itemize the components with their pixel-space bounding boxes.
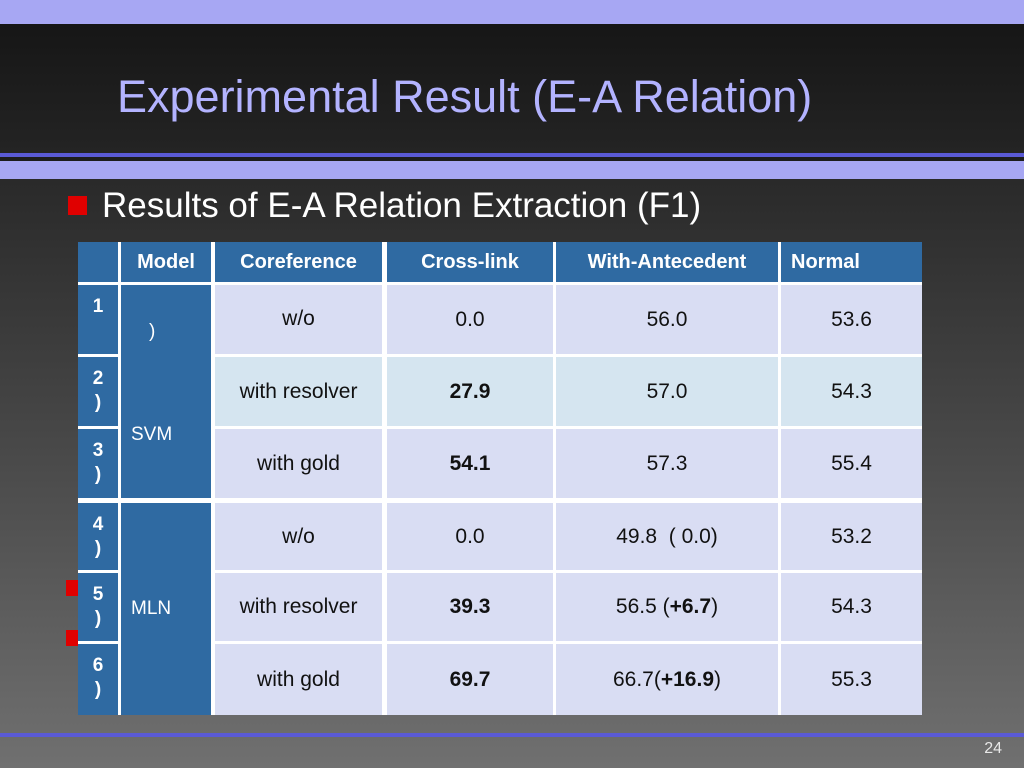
bullet-square-icon (66, 630, 80, 646)
cell-cross-link: 39.3 (387, 573, 553, 641)
cell-coreference: with resolver (215, 573, 382, 641)
cell-cross-link: 54.1 (387, 429, 553, 498)
with-antecedent-delta: +6.7 (669, 595, 712, 618)
header-with-antecedent: With-Antecedent (556, 242, 778, 282)
page-number: 24 (984, 740, 1002, 757)
bullet-square-icon (68, 196, 87, 215)
cell-coreference: with gold (215, 644, 382, 715)
cell-cross-link: 27.9 (387, 357, 553, 426)
cell-cross-link: 0.0 (387, 503, 553, 570)
cell-normal: 53.2 (781, 503, 922, 570)
row-index-2: 2 ) (78, 357, 118, 426)
slide-subtitle: Results of E-A Relation Extraction (F1) (102, 186, 702, 225)
title-rule (0, 153, 1024, 157)
title-rule-dark (0, 157, 1024, 161)
model-group-paren: ) (149, 321, 156, 342)
slide-title: Experimental Result (E-A Relation) (117, 71, 813, 122)
model-group-mln: MLN (121, 503, 211, 715)
cell-normal: 53.6 (781, 285, 922, 354)
cell-normal: 55.3 (781, 644, 922, 715)
cell-cross-link: 69.7 (387, 644, 553, 715)
cell-with-antecedent: 66.7(+16.9) (556, 644, 778, 715)
cell-normal: 54.3 (781, 573, 922, 641)
title-rule-band (0, 161, 1024, 179)
cell-with-antecedent: 56.5 (+6.7) (556, 573, 778, 641)
model-name: MLN (131, 598, 172, 619)
cell-coreference: w/o (215, 285, 382, 354)
with-antecedent-value: 66.7( (612, 667, 661, 691)
row-index-number: 4 (92, 514, 104, 535)
header-normal: Normal (781, 242, 922, 282)
model-name: SVM (131, 424, 173, 445)
cell-with-antecedent: 57.3 (556, 429, 778, 498)
with-antecedent-value: 56.5 ( (615, 595, 670, 618)
header-coreference: Coreference (215, 242, 382, 282)
with-antecedent-close: ) (711, 595, 719, 618)
row-index-number: 1 (92, 296, 104, 317)
row-index-number: 6 (92, 655, 104, 676)
row-index-4: 4 ) (78, 503, 118, 570)
row-index-5: 5 ) (78, 573, 118, 641)
cell-normal: 55.4 (781, 429, 922, 498)
row-index-paren: ) (94, 608, 102, 629)
cell-coreference: with gold (215, 429, 382, 498)
row-index-1: 1 (78, 285, 118, 354)
row-index-paren: ) (94, 538, 102, 559)
cell-with-antecedent: 57.0 (556, 357, 778, 426)
with-antecedent-close: ) (714, 667, 721, 691)
row-index-number: 2 (92, 368, 104, 389)
bullet-square-icon (66, 580, 80, 596)
cell-coreference: w/o (215, 503, 382, 570)
header-model: Model (121, 242, 211, 282)
header-cross-link: Cross-link (387, 242, 553, 282)
cell-with-antecedent: 56.0 (556, 285, 778, 354)
with-antecedent-delta: +16.9 (660, 667, 714, 691)
top-band (0, 0, 1024, 24)
results-table: Model Coreference Cross-link With-Antece… (78, 242, 922, 715)
row-index-6: 6 ) (78, 644, 118, 715)
cell-normal: 54.3 (781, 357, 922, 426)
footer-rule (0, 733, 1024, 737)
cell-with-antecedent: 49.8 ( 0.0) (556, 503, 778, 570)
row-index-paren: ) (94, 464, 102, 485)
cell-coreference: with resolver (215, 357, 382, 426)
cell-cross-link: 0.0 (387, 285, 553, 354)
title-area (0, 24, 1024, 154)
row-index-number: 5 (92, 584, 104, 605)
model-group-svm: ) SVM (121, 285, 211, 498)
row-index-paren: ) (94, 392, 102, 413)
header-corner (78, 242, 118, 282)
row-index-number: 3 (92, 440, 104, 461)
row-index-3: 3 ) (78, 429, 118, 498)
row-index-paren: ) (94, 679, 102, 700)
